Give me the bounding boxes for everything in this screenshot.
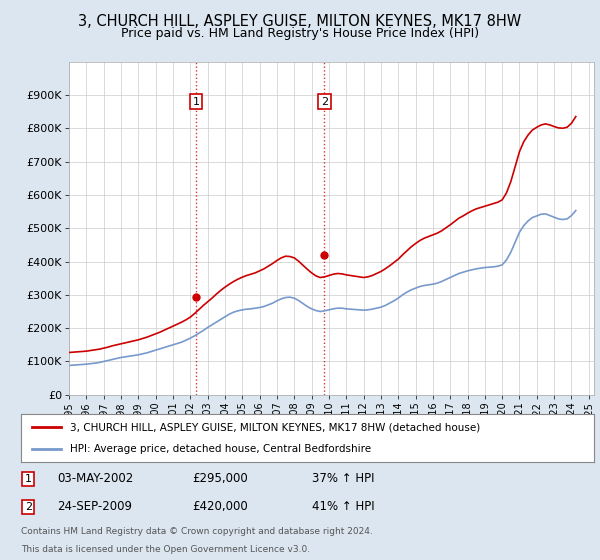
Text: 37% ↑ HPI: 37% ↑ HPI: [312, 472, 374, 486]
Text: Contains HM Land Registry data © Crown copyright and database right 2024.: Contains HM Land Registry data © Crown c…: [21, 528, 373, 536]
Text: £295,000: £295,000: [192, 472, 248, 486]
Text: 3, CHURCH HILL, ASPLEY GUISE, MILTON KEYNES, MK17 8HW: 3, CHURCH HILL, ASPLEY GUISE, MILTON KEY…: [79, 14, 521, 29]
Text: 1: 1: [25, 474, 32, 484]
Text: 1: 1: [193, 96, 200, 106]
Text: This data is licensed under the Open Government Licence v3.0.: This data is licensed under the Open Gov…: [21, 545, 310, 554]
Text: 41% ↑ HPI: 41% ↑ HPI: [312, 500, 374, 514]
Text: £420,000: £420,000: [192, 500, 248, 514]
Text: 03-MAY-2002: 03-MAY-2002: [57, 472, 133, 486]
Text: HPI: Average price, detached house, Central Bedfordshire: HPI: Average price, detached house, Cent…: [70, 444, 371, 454]
Text: 2: 2: [320, 96, 328, 106]
Text: 3, CHURCH HILL, ASPLEY GUISE, MILTON KEYNES, MK17 8HW (detached house): 3, CHURCH HILL, ASPLEY GUISE, MILTON KEY…: [70, 422, 480, 432]
Text: 2: 2: [25, 502, 32, 512]
Text: 24-SEP-2009: 24-SEP-2009: [57, 500, 132, 514]
Text: Price paid vs. HM Land Registry's House Price Index (HPI): Price paid vs. HM Land Registry's House …: [121, 27, 479, 40]
